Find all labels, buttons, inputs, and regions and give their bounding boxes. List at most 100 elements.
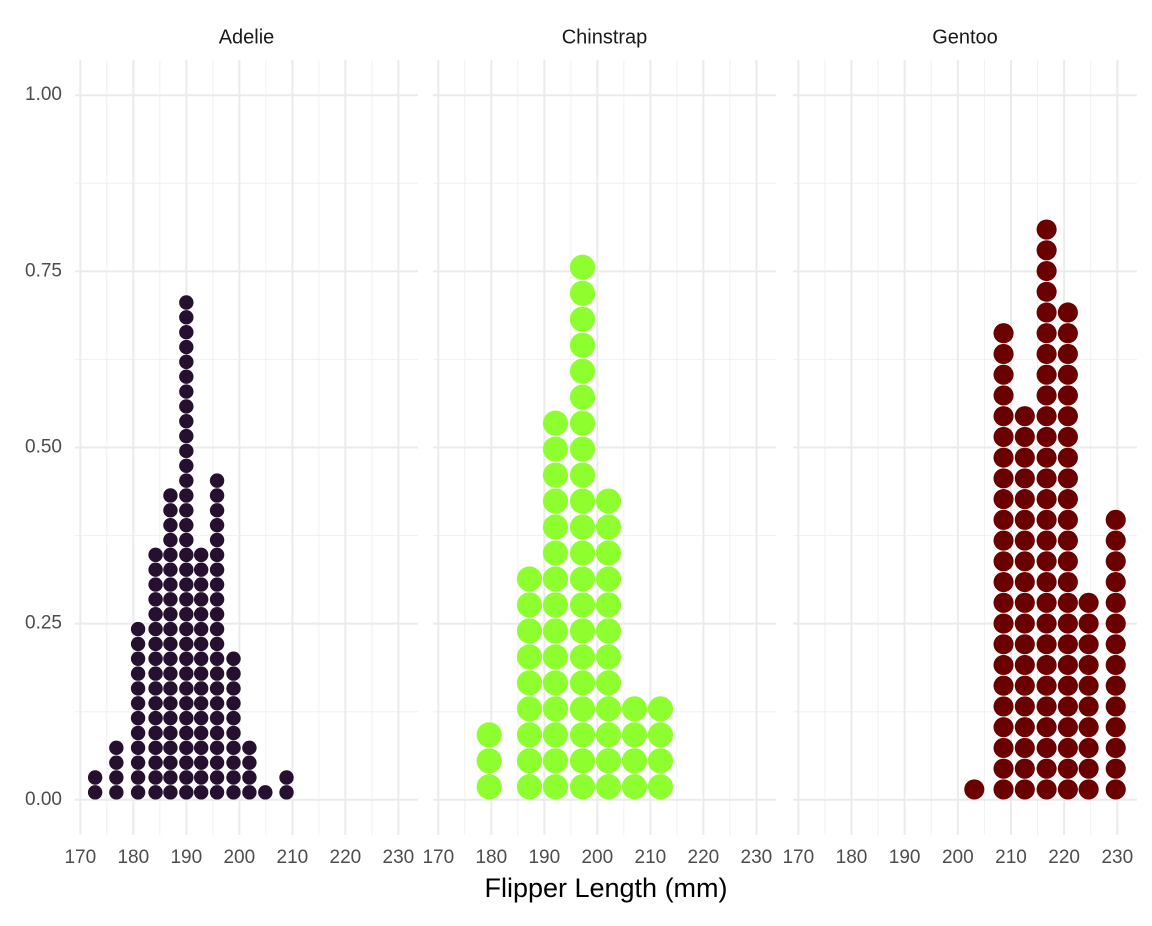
- dot: [1078, 634, 1099, 655]
- dot: [569, 462, 596, 488]
- dot: [569, 774, 596, 800]
- dot: [193, 636, 209, 652]
- dot: [148, 562, 163, 577]
- dot: [1057, 323, 1078, 344]
- dot: [1036, 592, 1057, 613]
- dot: [179, 755, 194, 770]
- dot: [163, 621, 178, 637]
- dot: [569, 436, 596, 462]
- dot: [209, 725, 225, 741]
- dot: [209, 710, 225, 726]
- dot: [193, 681, 209, 696]
- dot: [179, 473, 194, 488]
- dot: [542, 462, 569, 488]
- dot: [595, 540, 622, 566]
- dot: [1014, 758, 1035, 779]
- dot: [595, 748, 622, 774]
- dot: [1105, 675, 1126, 696]
- dot: [148, 666, 163, 681]
- dot: [569, 696, 596, 722]
- dot: [621, 748, 648, 774]
- dot: [1014, 717, 1035, 738]
- dot: [621, 696, 648, 722]
- x-tick-label: 200: [581, 847, 613, 868]
- dot: [163, 577, 178, 592]
- y-tick-label: 1.00: [25, 84, 62, 105]
- dot: [1014, 571, 1035, 593]
- y-tick-label: 0.50: [25, 437, 62, 458]
- dot: [163, 636, 178, 652]
- dot: [130, 725, 146, 741]
- dot: [1036, 675, 1057, 696]
- dot: [476, 722, 502, 748]
- dot: [1057, 509, 1078, 530]
- dot: [193, 621, 209, 637]
- x-tick-label: 210: [277, 847, 309, 868]
- dot: [193, 755, 209, 770]
- dot: [569, 748, 596, 774]
- dot: [569, 670, 596, 696]
- dot: [1036, 364, 1057, 385]
- dot: [258, 785, 273, 800]
- dot: [179, 324, 194, 340]
- dot: [993, 551, 1014, 572]
- dot: [130, 770, 146, 785]
- dot: [179, 651, 194, 666]
- dot: [1036, 634, 1057, 655]
- dot: [279, 770, 294, 785]
- dot: [226, 681, 241, 696]
- dot: [1057, 737, 1078, 758]
- y-tick-label: 0.00: [25, 789, 62, 810]
- dot: [163, 755, 178, 770]
- dot: [163, 770, 178, 785]
- x-tick-label: 180: [836, 847, 868, 868]
- y-tick-label: 0.25: [25, 613, 62, 634]
- dot: [179, 443, 194, 459]
- x-tick-label: 180: [475, 847, 507, 868]
- dot: [1078, 779, 1099, 800]
- dot: [209, 785, 225, 800]
- dot: [1036, 779, 1057, 800]
- dot: [226, 740, 241, 756]
- dot: [569, 488, 596, 514]
- dot: [148, 696, 163, 711]
- dot: [179, 725, 194, 741]
- dot: [279, 785, 294, 800]
- dot: [193, 607, 209, 622]
- dot: [1057, 654, 1078, 676]
- dot: [209, 532, 225, 548]
- dot: [1057, 758, 1078, 779]
- dot: [179, 577, 194, 592]
- dot: [209, 666, 225, 681]
- x-tick-label: 200: [223, 847, 255, 868]
- dot: [242, 755, 257, 770]
- dot: [1078, 592, 1099, 613]
- dot: [1036, 323, 1057, 344]
- dot: [569, 514, 596, 540]
- dot: [1014, 406, 1035, 427]
- dot: [542, 488, 569, 514]
- dot: [569, 644, 596, 670]
- dot: [542, 774, 569, 800]
- dot: [1036, 468, 1057, 489]
- dot: [179, 681, 194, 696]
- dot: [148, 770, 163, 785]
- dot: [226, 755, 241, 770]
- dot: [179, 458, 194, 473]
- dot: [1014, 779, 1035, 800]
- dot: [993, 426, 1014, 447]
- dot: [1078, 758, 1099, 779]
- dot: [1057, 675, 1078, 696]
- dot: [476, 748, 502, 774]
- dot: [148, 547, 163, 563]
- dot: [542, 748, 569, 774]
- dot: [148, 725, 163, 741]
- dot: [193, 696, 209, 711]
- dot: [542, 644, 569, 670]
- dot: [1014, 551, 1035, 572]
- dot: [130, 621, 146, 637]
- dot: [163, 681, 178, 696]
- dot: [569, 722, 596, 748]
- dot: [1057, 426, 1078, 447]
- dot: [1105, 696, 1126, 717]
